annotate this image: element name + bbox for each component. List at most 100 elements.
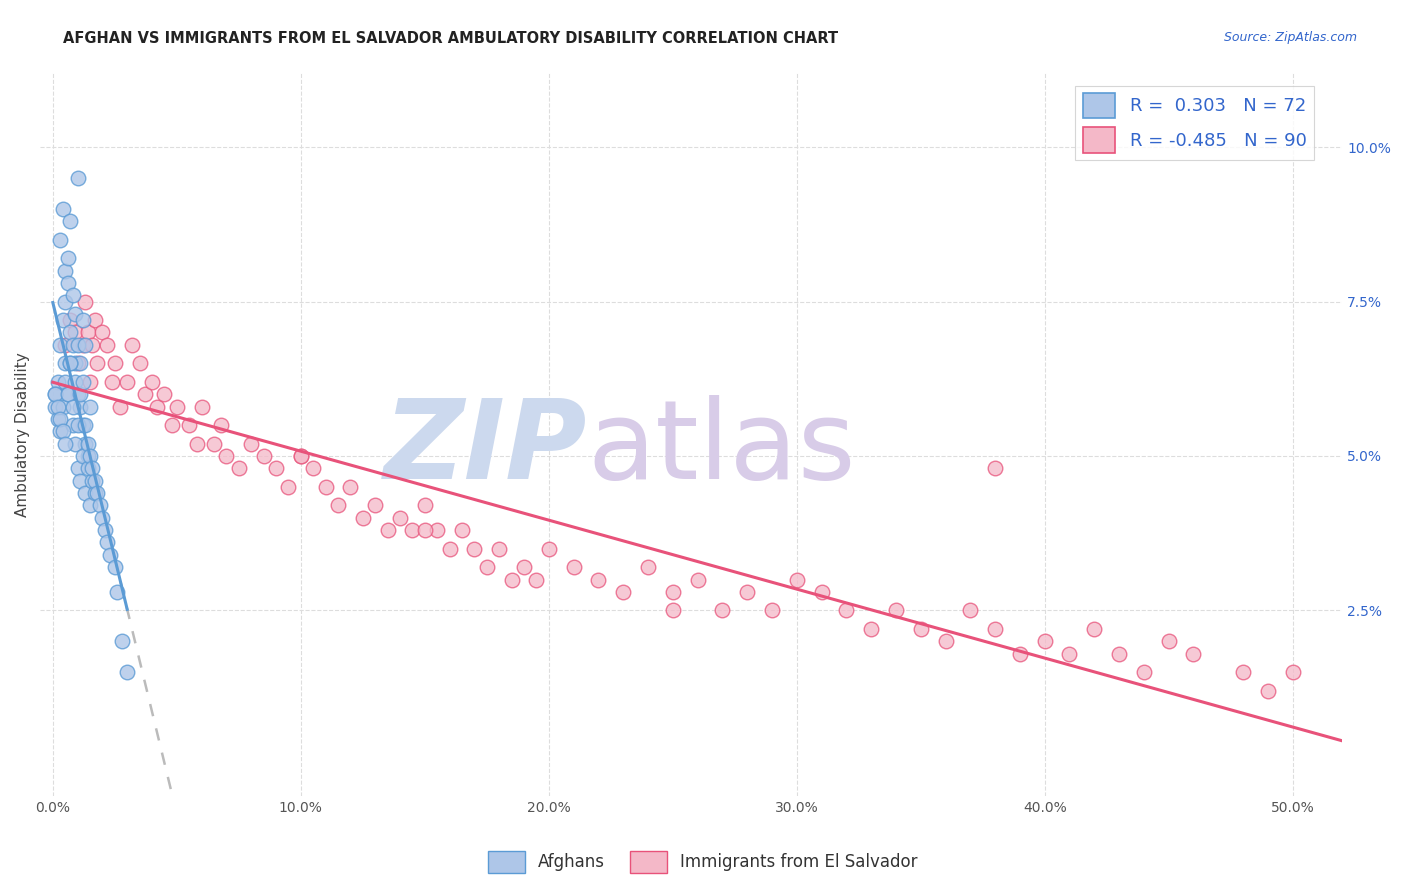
Point bbox=[63, 375, 86, 389]
Point bbox=[637, 560, 659, 574]
Point bbox=[73, 418, 96, 433]
Point bbox=[63, 307, 86, 321]
Point bbox=[1281, 665, 1303, 680]
Point bbox=[66, 418, 89, 433]
Point bbox=[352, 510, 374, 524]
Point bbox=[364, 499, 387, 513]
Point bbox=[63, 436, 86, 450]
Point bbox=[1133, 665, 1156, 680]
Point bbox=[56, 387, 79, 401]
Point bbox=[49, 412, 72, 426]
Point bbox=[96, 535, 118, 549]
Point bbox=[73, 338, 96, 352]
Legend: Afghans, Immigrants from El Salvador: Afghans, Immigrants from El Salvador bbox=[482, 845, 924, 880]
Text: ZIP: ZIP bbox=[384, 395, 588, 502]
Point bbox=[108, 400, 131, 414]
Point bbox=[53, 436, 76, 450]
Point bbox=[1008, 647, 1031, 661]
Text: Source: ZipAtlas.com: Source: ZipAtlas.com bbox=[1223, 31, 1357, 45]
Point bbox=[1232, 665, 1254, 680]
Text: AFGHAN VS IMMIGRANTS FROM EL SALVADOR AMBULATORY DISABILITY CORRELATION CHART: AFGHAN VS IMMIGRANTS FROM EL SALVADOR AM… bbox=[63, 31, 838, 46]
Point bbox=[66, 338, 89, 352]
Point bbox=[46, 375, 69, 389]
Y-axis label: Ambulatory Disability: Ambulatory Disability bbox=[15, 352, 30, 516]
Point bbox=[121, 338, 143, 352]
Point bbox=[735, 585, 758, 599]
Point bbox=[501, 573, 523, 587]
Point bbox=[46, 412, 69, 426]
Point bbox=[63, 326, 86, 340]
Point bbox=[73, 436, 96, 450]
Point bbox=[49, 233, 72, 247]
Point bbox=[53, 263, 76, 277]
Point bbox=[179, 418, 201, 433]
Point bbox=[69, 356, 91, 370]
Point bbox=[56, 387, 79, 401]
Point bbox=[59, 356, 82, 370]
Point bbox=[72, 313, 94, 327]
Point bbox=[761, 603, 783, 617]
Point bbox=[52, 424, 75, 438]
Point bbox=[377, 523, 399, 537]
Point bbox=[488, 541, 510, 556]
Point bbox=[934, 634, 956, 648]
Point bbox=[44, 400, 66, 414]
Point bbox=[73, 294, 96, 309]
Point bbox=[810, 585, 832, 599]
Point bbox=[513, 560, 536, 574]
Point bbox=[63, 356, 86, 370]
Point bbox=[141, 375, 163, 389]
Point bbox=[290, 449, 312, 463]
Point bbox=[82, 338, 104, 352]
Point bbox=[1033, 634, 1056, 648]
Point bbox=[66, 356, 89, 370]
Point bbox=[46, 400, 69, 414]
Point bbox=[1257, 683, 1279, 698]
Point bbox=[49, 338, 72, 352]
Point bbox=[66, 387, 89, 401]
Point bbox=[588, 573, 610, 587]
Point bbox=[59, 356, 82, 370]
Point bbox=[537, 541, 560, 556]
Point bbox=[160, 418, 183, 433]
Point bbox=[59, 214, 82, 228]
Point bbox=[711, 603, 734, 617]
Point bbox=[91, 510, 114, 524]
Point bbox=[79, 449, 101, 463]
Point bbox=[115, 375, 138, 389]
Point bbox=[401, 523, 423, 537]
Point bbox=[84, 313, 107, 327]
Point bbox=[209, 418, 232, 433]
Point bbox=[146, 400, 169, 414]
Point bbox=[62, 288, 84, 302]
Point bbox=[240, 436, 263, 450]
Point bbox=[84, 486, 107, 500]
Point bbox=[661, 603, 683, 617]
Point bbox=[228, 461, 250, 475]
Point bbox=[72, 375, 94, 389]
Point bbox=[426, 523, 449, 537]
Point bbox=[686, 573, 709, 587]
Point bbox=[326, 499, 349, 513]
Point bbox=[53, 356, 76, 370]
Point bbox=[73, 486, 96, 500]
Point bbox=[1108, 647, 1130, 661]
Point bbox=[339, 480, 361, 494]
Point bbox=[910, 622, 932, 636]
Legend: R =  0.303   N = 72, R = -0.485   N = 90: R = 0.303 N = 72, R = -0.485 N = 90 bbox=[1076, 86, 1313, 161]
Point bbox=[56, 252, 79, 266]
Point bbox=[44, 387, 66, 401]
Point bbox=[264, 461, 287, 475]
Point bbox=[190, 400, 212, 414]
Point bbox=[166, 400, 188, 414]
Point bbox=[104, 356, 127, 370]
Point bbox=[53, 375, 76, 389]
Point bbox=[86, 486, 108, 500]
Point bbox=[104, 560, 127, 574]
Point bbox=[59, 313, 82, 327]
Point bbox=[52, 400, 75, 414]
Point bbox=[835, 603, 858, 617]
Point bbox=[79, 499, 101, 513]
Point bbox=[89, 499, 111, 513]
Point bbox=[959, 603, 981, 617]
